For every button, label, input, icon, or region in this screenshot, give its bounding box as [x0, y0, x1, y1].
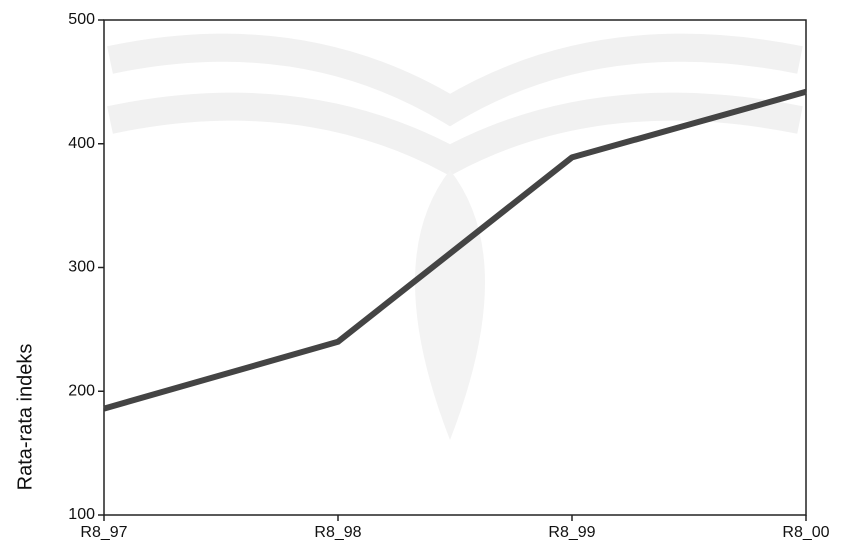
data-line	[103, 88, 807, 412]
x-tick-label: R8_98	[314, 524, 361, 541]
watermark	[107, 33, 803, 440]
x-tick-label: R8_99	[548, 524, 595, 541]
y-axis-label: Rata-rata indeks	[14, 344, 36, 491]
x-tick-label: R8_00	[782, 524, 829, 541]
x-tick-label: R8_97	[80, 524, 127, 541]
y-tick-label: 300	[68, 259, 95, 276]
y-tick-label: 100	[68, 506, 95, 523]
y-tick-label: 400	[68, 135, 95, 152]
y-tick-label: 200	[68, 382, 95, 399]
y-tick-label: 500	[68, 11, 95, 28]
